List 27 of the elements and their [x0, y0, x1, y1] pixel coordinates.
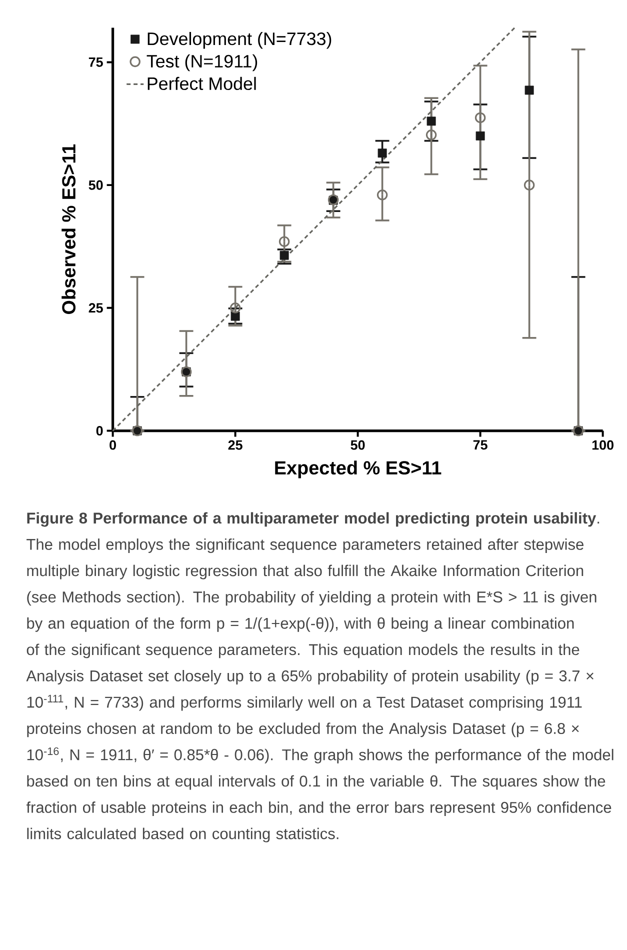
legend-label: Perfect Model — [148, 76, 256, 90]
x-tick-label: 0 — [110, 440, 116, 450]
y-tick-label: 75 — [88, 58, 103, 67]
x-tick-label: 25 — [228, 440, 242, 450]
point — [426, 130, 437, 140]
x-tick-label: 50 — [350, 440, 365, 450]
x-tick-label: 75 — [473, 440, 488, 450]
point — [426, 116, 436, 126]
x-tick-label: 100 — [592, 440, 614, 450]
legend-label: Test (N=1911) — [146, 54, 258, 72]
point — [280, 250, 289, 260]
point — [474, 112, 486, 124]
point — [524, 180, 535, 190]
point — [378, 148, 387, 158]
y-axis-title: Observed % ES>11 — [62, 144, 76, 314]
point — [524, 86, 534, 95]
legend-label: Development (N=7733) — [148, 32, 332, 49]
point — [230, 312, 240, 321]
y-tick-label: 50 — [88, 180, 103, 190]
text: Figure 8 Performance of a multiparameter model predicting protein usability. The model employs the significant sequence parameters retained after stepwise multiple binary logistic regression that also fulfill the Akaike Information Criterion (see Methods section). The probability of yielding a protein with E*S > 11 is given by an equation of the form p = 1/(1+exp(-θ)), with θ being a linear combination of the significant sequence parameters. This equation models the results in the Analysis Dataset set closely up to a 65% probability of protein usability (p = 3.7 × 10$^{-111}$, N = 7733) and performs similarly well on a Test Dataset comprising 1911 proteins chosen at random to be excluded from the Analysis Dataset (p = 6.8 × 10$^{-16}$, N = 1911, θ′ = 0.85*θ - 0.06). The graph shows the performance of the model based on ten bins at equal intervals of 0.1 in the variable θ. The squares show the fraction of usable proteins in each bin, and the error bars represent 95% confidence limits calculated based on counting statistics. — [26, 512, 614, 842]
point — [376, 190, 388, 200]
point — [476, 131, 485, 140]
y-tick-label: 25 — [88, 303, 103, 313]
point — [230, 302, 241, 314]
point — [278, 236, 290, 247]
y-tick-label: 0 — [96, 426, 103, 436]
x-axis-title: Expected % ES>11 — [275, 460, 442, 478]
